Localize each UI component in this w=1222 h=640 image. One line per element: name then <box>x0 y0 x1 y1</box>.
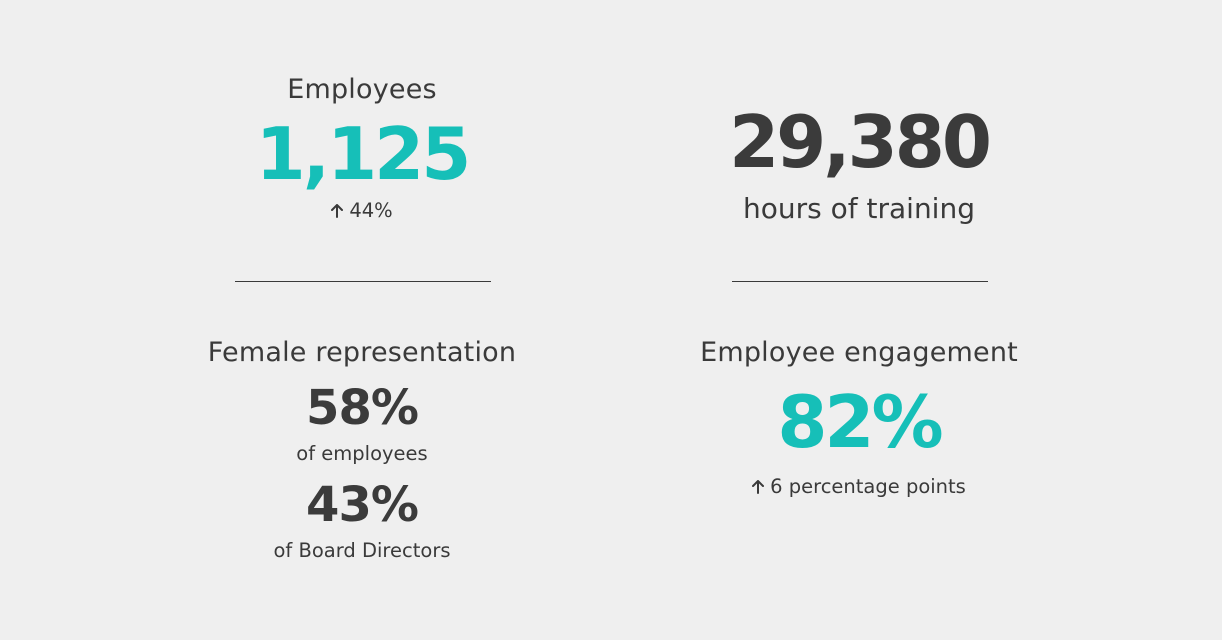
engagement-label: Employee engagement <box>700 337 1018 368</box>
divider-left <box>235 281 491 282</box>
training-stat: 29,380 hours of training <box>649 0 1069 240</box>
female-employees-value: 58% <box>306 380 419 436</box>
female-directors-label: of Board Directors <box>273 539 451 562</box>
employees-value: 1,125 <box>255 112 472 196</box>
employees-stat: Employees 1,125 44% <box>152 0 572 240</box>
employees-label: Employees <box>287 74 437 105</box>
engagement-change-value: 6 percentage points <box>770 475 966 498</box>
employees-change-value: 44% <box>349 199 393 222</box>
female-representation-label: Female representation <box>207 337 517 368</box>
engagement-stat: Employee engagement 82% 6 percentage poi… <box>649 0 1069 640</box>
training-label: hours of training <box>743 192 975 225</box>
employees-change: 44% <box>152 201 572 221</box>
engagement-change: 6 percentage points <box>649 477 1069 497</box>
arrow-up-icon <box>752 480 765 494</box>
arrow-up-icon <box>331 204 344 218</box>
female-directors-value: 43% <box>306 477 419 533</box>
divider-right <box>732 281 988 282</box>
female-employees-label: of employees <box>296 442 428 465</box>
training-value: 29,380 <box>729 100 992 184</box>
female-representation-stat: Female representation 58% of employees 4… <box>152 0 572 640</box>
engagement-value: 82% <box>777 380 943 464</box>
